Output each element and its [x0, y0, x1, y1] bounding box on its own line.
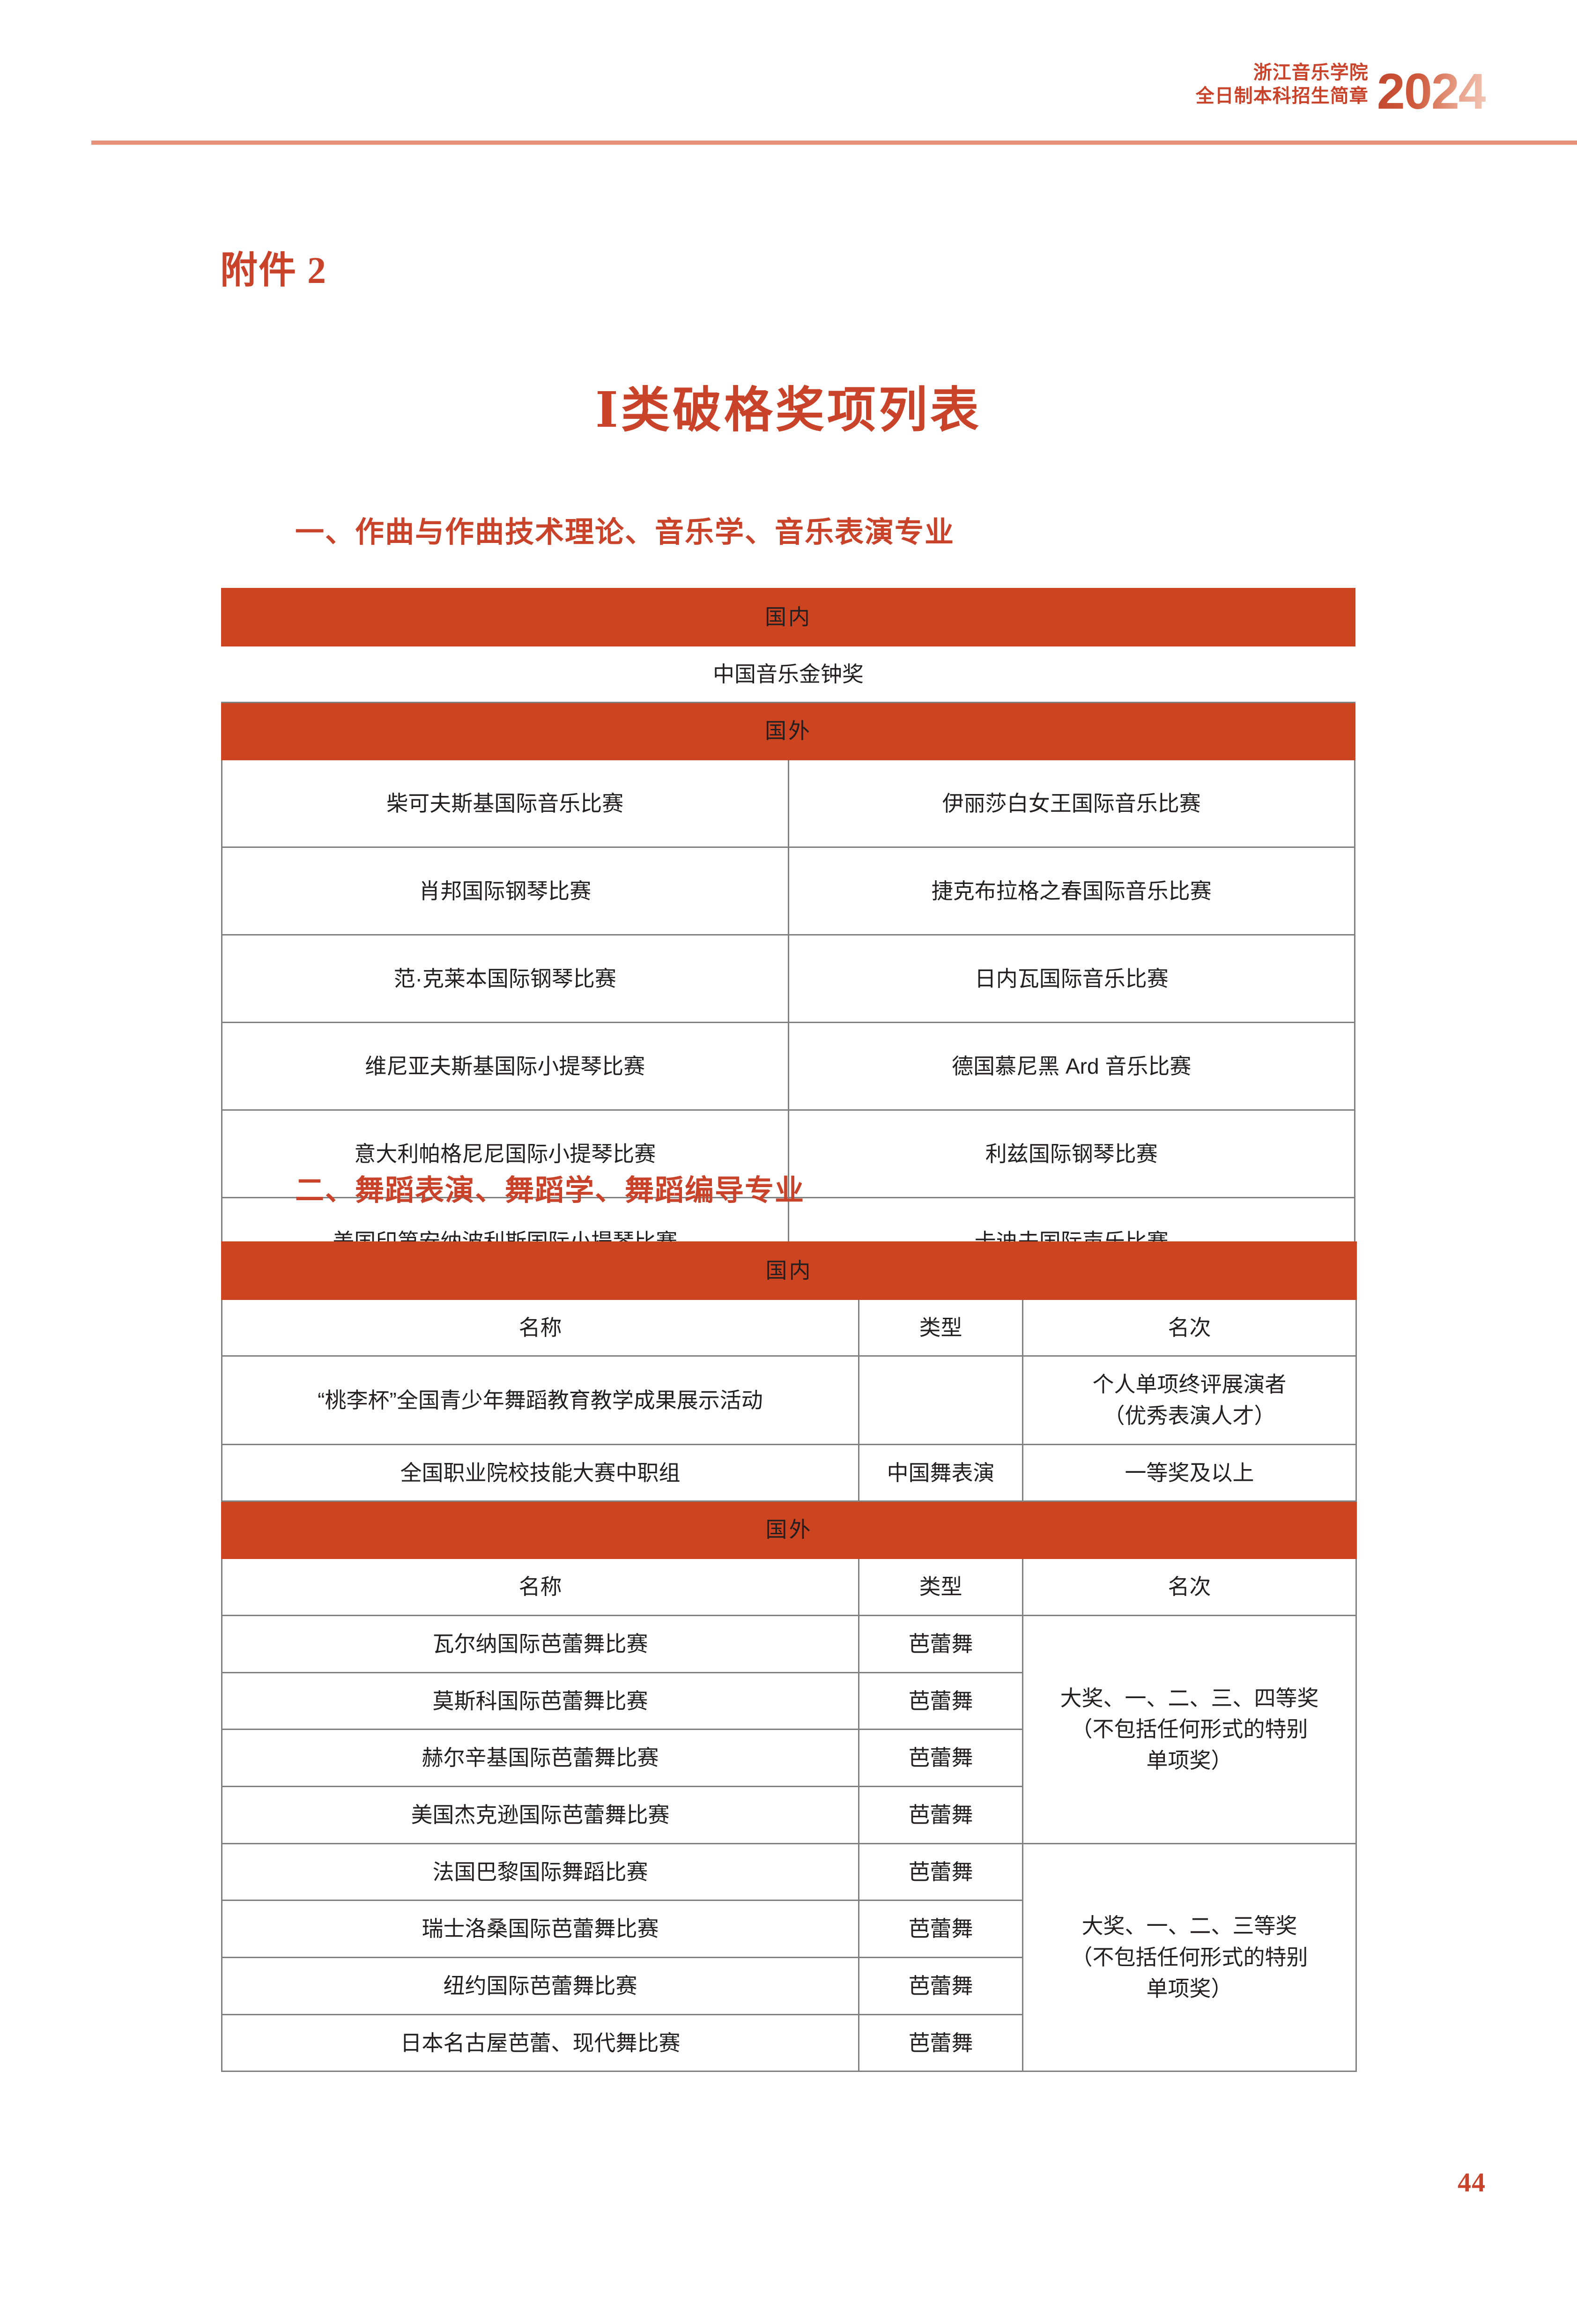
cell-award-name: 德国慕尼黑 Ard 音乐比赛: [787, 1022, 1355, 1111]
cell-award-type: 芭蕾舞: [858, 2013, 1023, 2072]
table-row: 范·克莱本国际钢琴比赛 日内瓦国际音乐比赛: [221, 934, 1355, 1024]
band-foreign: 国外: [221, 702, 1355, 761]
column-header-rank: 名次: [1022, 1298, 1357, 1357]
column-header-type: 类型: [858, 1558, 1023, 1616]
attachment-label: 附件 2: [220, 250, 327, 291]
cell-award-name: 日内瓦国际音乐比赛: [787, 934, 1355, 1024]
table-row: 日本名古屋芭蕾、现代舞比赛 芭蕾舞: [221, 2013, 1356, 2072]
header-divider-rule: [91, 141, 1577, 145]
band-domestic: 国内: [221, 588, 1355, 646]
table-row: 全国职业院校技能大赛中职组 中国舞表演 一等奖及以上: [221, 1443, 1357, 1502]
table-header-row: 名称 类型 名次: [221, 1558, 1357, 1616]
cell-award-type: 芭蕾舞: [858, 1729, 1023, 1787]
cell-award-name: 肖邦国际钢琴比赛: [221, 846, 789, 936]
cell-award-name: 中国音乐金钟奖: [222, 645, 1355, 704]
cell-award-name: 意大利帕格尼尼国际小提琴比赛: [221, 1109, 789, 1199]
table-band-row: 国内: [221, 1241, 1357, 1300]
cell-award-name: 瑞士洛桑国际芭蕾舞比赛: [221, 1900, 859, 1958]
awards-table-music: 国内 中国音乐金钟奖 国外 柴可夫斯基国际音乐比赛 伊丽莎白女王国际音乐比赛 肖…: [221, 588, 1355, 1286]
cell-award-rank-merged: 大奖、一、二、三、四等奖 （不包括任何形式的特别 单项奖）: [1022, 1614, 1357, 1844]
cell-award-type: 芭蕾舞: [858, 1842, 1023, 1901]
cell-award-name: 法国巴黎国际舞蹈比赛: [221, 1842, 859, 1901]
table-row: 法国巴黎国际舞蹈比赛 芭蕾舞 大奖、一、二、三等奖 （不包括任何形式的特别 单项奖）: [221, 1842, 1357, 2072]
column-header-type: 类型: [858, 1298, 1023, 1357]
section-heading-dance: 二、舞蹈表演、舞蹈学、舞蹈编导专业: [295, 1174, 805, 1207]
column-header-name: 名称: [221, 1558, 859, 1616]
cell-award-name: 利兹国际钢琴比赛: [787, 1109, 1355, 1199]
cell-award-name: “桃李杯”全国青少年舞蹈教育教学成果展示活动: [221, 1355, 859, 1445]
column-header-name: 名称: [221, 1298, 859, 1357]
band-domestic: 国内: [221, 1241, 1357, 1300]
cell-award-type: 芭蕾舞: [858, 1614, 1023, 1673]
section-heading-music: 一、作曲与作曲技术理论、音乐学、音乐表演专业: [295, 516, 955, 549]
page-number: 44: [1458, 2167, 1486, 2198]
cell-award-name: 日本名古屋芭蕾、现代舞比赛: [221, 2013, 859, 2072]
table-row: 柴可夫斯基国际音乐比赛 伊丽莎白女王国际音乐比赛: [221, 759, 1355, 848]
cell-award-name: 捷克布拉格之春国际音乐比赛: [787, 846, 1355, 936]
cell-award-name: 纽约国际芭蕾舞比赛: [221, 1956, 859, 2015]
cell-award-type: 芭蕾舞: [858, 1956, 1023, 2015]
table-row: 瓦尔纳国际芭蕾舞比赛 芭蕾舞 大奖、一、二、三、四等奖 （不包括任何形式的特别 单项…: [221, 1614, 1357, 1844]
table-row: 瑞士洛桑国际芭蕾舞比赛 芭蕾舞: [221, 1900, 1356, 1958]
table-header-row: 名称 类型 名次: [221, 1298, 1357, 1357]
cell-award-name: 赫尔辛基国际芭蕾舞比赛: [221, 1729, 859, 1787]
cell-award-type: 芭蕾舞: [858, 1671, 1023, 1730]
column-header-rank: 名次: [1022, 1558, 1357, 1616]
table-band-row: 国内: [221, 588, 1355, 646]
cell-award-rank: 个人单项终评展演者 （优秀表演人才）: [1022, 1355, 1357, 1445]
awards-table-dance: 国内 名称 类型 名次 “桃李杯”全国青少年舞蹈教育教学成果展示活动 个人单项终…: [221, 1241, 1357, 2072]
cell-award-type: [858, 1355, 1023, 1445]
header-org-block: 浙江音乐学院 全日制本科招生简章: [1196, 61, 1369, 114]
running-header: 浙江音乐学院 全日制本科招生简章 2024: [924, 61, 1487, 119]
table-row: 赫尔辛基国际芭蕾舞比赛 芭蕾舞: [221, 1729, 1356, 1787]
table-row: 肖邦国际钢琴比赛 捷克布拉格之春国际音乐比赛: [221, 846, 1355, 936]
cell-award-name: 全国职业院校技能大赛中职组: [221, 1443, 859, 1502]
cell-award-type: 芭蕾舞: [858, 1785, 1023, 1844]
cell-award-name: 范·克莱本国际钢琴比赛: [221, 934, 789, 1024]
cell-award-name: 美国杰克逊国际芭蕾舞比赛: [221, 1785, 859, 1844]
cell-award-type: 芭蕾舞: [858, 1900, 1023, 1958]
table-row: 中国音乐金钟奖: [222, 645, 1355, 704]
page-title: Ⅰ类破格奖项列表: [595, 384, 982, 438]
cell-award-rank: 一等奖及以上: [1022, 1443, 1357, 1502]
header-year: 2024: [1377, 62, 1487, 119]
cell-award-type: 中国舞表演: [858, 1443, 1023, 1502]
table-row: 美国杰克逊国际芭蕾舞比赛 芭蕾舞: [221, 1785, 1356, 1844]
table-row: 意大利帕格尼尼国际小提琴比赛 利兹国际钢琴比赛: [221, 1109, 1355, 1199]
cell-award-name: 伊丽莎白女王国际音乐比赛: [787, 759, 1355, 848]
table-row: 维尼亚夫斯基国际小提琴比赛 德国慕尼黑 Ard 音乐比赛: [221, 1022, 1355, 1111]
table-row: “桃李杯”全国青少年舞蹈教育教学成果展示活动 个人单项终评展演者 （优秀表演人才）: [221, 1355, 1357, 1445]
cell-award-rank-merged: 大奖、一、二、三等奖 （不包括任何形式的特别 单项奖）: [1022, 1842, 1357, 2072]
table-band-row: 国外: [221, 1500, 1357, 1559]
cell-award-name: 柴可夫斯基国际音乐比赛: [221, 759, 789, 848]
table-band-row: 国外: [221, 702, 1355, 761]
band-foreign: 国外: [221, 1500, 1357, 1559]
table-row: 莫斯科国际芭蕾舞比赛 芭蕾舞: [221, 1671, 1356, 1730]
table-row: 纽约国际芭蕾舞比赛 芭蕾舞: [221, 1956, 1356, 2015]
cell-award-name: 瓦尔纳国际芭蕾舞比赛: [221, 1614, 859, 1673]
cell-award-name: 莫斯科国际芭蕾舞比赛: [221, 1671, 859, 1730]
cell-award-name: 维尼亚夫斯基国际小提琴比赛: [221, 1022, 789, 1111]
header-org-line-1: 浙江音乐学院: [1253, 62, 1369, 83]
header-org-line-2: 全日制本科招生简章: [1195, 86, 1369, 106]
